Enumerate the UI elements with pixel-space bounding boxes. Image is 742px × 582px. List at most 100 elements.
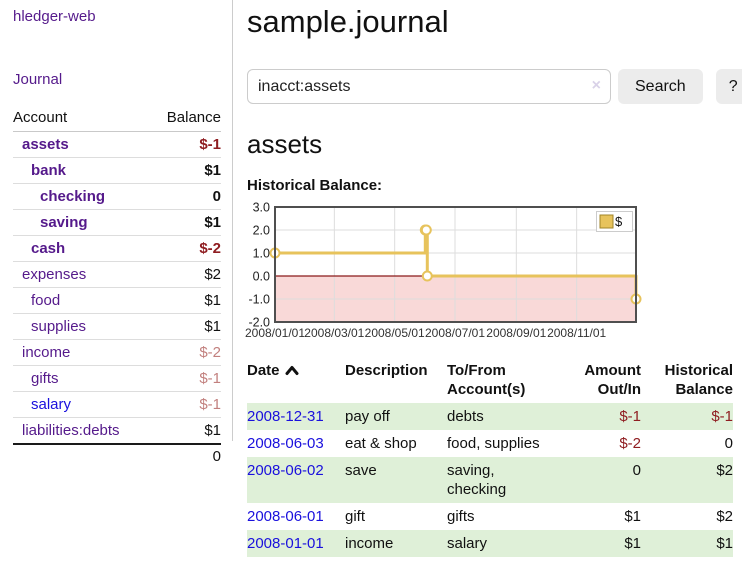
transaction-row: 2008-06-02 save saving, checking 0 $2 [247, 457, 733, 503]
account-row: liabilities:debts $1 [13, 418, 221, 445]
account-cell: assets [13, 131, 151, 158]
transaction-description: gift [345, 508, 366, 525]
transaction-date-cell: 2008-12-31 [247, 403, 345, 430]
transaction-date-link[interactable]: 2008-06-01 [247, 508, 324, 525]
account-link-liabilities-debts[interactable]: liabilities:debts [22, 422, 120, 439]
svg-text:2008/11/01: 2008/11/01 [547, 326, 606, 340]
transaction-date-cell: 2008-06-03 [247, 430, 345, 457]
main-content: sample.journal × Search ? assets Histori… [233, 0, 742, 557]
transaction-accounts: salary [447, 535, 488, 552]
account-row: cash $-2 [13, 235, 221, 262]
transaction-date-link[interactable]: 2008-12-31 [247, 408, 324, 425]
accounts-header-account: Account [13, 108, 151, 132]
account-cell: liabilities:debts [13, 418, 151, 445]
page-title: sample.journal [247, 4, 449, 39]
register-header-balance: Historical Balance [664, 362, 733, 398]
accounts-total-row: 0 [13, 443, 221, 469]
help-button[interactable]: ? [715, 69, 742, 104]
transaction-row: 2008-12-31 pay off debts $-1 $-1 [247, 403, 733, 430]
register-header-amount: Amount Out/In [584, 362, 641, 398]
account-balance: $2 [150, 261, 221, 288]
svg-text:2008/07/01: 2008/07/01 [425, 326, 485, 340]
account-balance: $1 [150, 313, 221, 340]
transaction-balance: $-1 [711, 408, 733, 425]
account-cell: checking [13, 183, 151, 210]
transaction-date-link[interactable]: 2008-06-02 [247, 462, 324, 479]
transaction-date-cell: 2008-01-01 [247, 530, 345, 557]
account-link-cash[interactable]: cash [31, 240, 66, 257]
transaction-description: income [345, 535, 394, 552]
register-table: Date Description To/From Account(s) Amou… [247, 361, 733, 557]
search-input-wrap: × [247, 69, 611, 104]
svg-text:2.0: 2.0 [253, 224, 270, 238]
account-cell: food [13, 287, 151, 314]
account-balance: 0 [150, 183, 221, 210]
accounts-total-value: 0 [150, 443, 221, 469]
account-balance: $1 [150, 209, 221, 236]
search-button[interactable]: Search [618, 69, 703, 104]
transaction-date-cell: 2008-06-01 [247, 503, 345, 530]
account-link-gifts[interactable]: gifts [31, 370, 59, 387]
account-cell: expenses [13, 261, 151, 288]
account-link-checking[interactable]: checking [40, 188, 106, 205]
search-input[interactable] [247, 69, 611, 104]
transaction-accounts: food, supplies [447, 435, 540, 452]
transaction-accounts: saving, checking [447, 462, 507, 498]
svg-text:$: $ [615, 214, 623, 229]
transaction-balance: $1 [716, 535, 733, 552]
account-cell: supplies [13, 313, 151, 340]
account-link-supplies[interactable]: supplies [31, 318, 87, 335]
account-row: income $-2 [13, 339, 221, 366]
account-cell: salary [13, 391, 151, 418]
account-row: gifts $-1 [13, 365, 221, 392]
account-balance: $1 [150, 287, 221, 314]
account-cell: gifts [13, 365, 151, 392]
transaction-amount: $1 [624, 535, 641, 552]
account-balance: $-1 [150, 365, 221, 392]
svg-text:-2.0: -2.0 [248, 316, 270, 330]
transaction-accounts: debts [447, 408, 484, 425]
account-page-title: assets [247, 129, 323, 159]
account-link-assets[interactable]: assets [22, 136, 69, 153]
transaction-amount: $-1 [619, 408, 641, 425]
register-header-description: Description [345, 362, 428, 379]
sidebar-accounts-body: assets $-1 bank $1 checking 0 saving $1 cash $-2 e… [13, 131, 221, 445]
sidebar: hledger-web Journal Account Balance asse… [0, 0, 233, 469]
transaction-date-link[interactable]: 2008-06-03 [247, 435, 324, 452]
account-balance: $-2 [150, 235, 221, 262]
account-row: supplies $1 [13, 313, 221, 340]
account-row: salary $-1 [13, 391, 221, 418]
svg-text:1.0: 1.0 [253, 247, 270, 261]
account-cell: income [13, 339, 151, 366]
transaction-description: eat & shop [345, 435, 417, 452]
account-link-income[interactable]: income [22, 344, 71, 361]
transaction-amount: 0 [632, 462, 641, 479]
sidebar-item-journal[interactable]: Journal [13, 71, 63, 88]
account-balance: $1 [204, 422, 221, 439]
account-link-salary[interactable]: salary [31, 396, 72, 413]
transaction-date-link[interactable]: 2008-01-01 [247, 535, 324, 552]
account-link-saving[interactable]: saving [40, 214, 88, 231]
svg-text:0.0: 0.0 [253, 270, 270, 284]
register-header-date[interactable]: Date [247, 361, 345, 403]
transaction-accounts: gifts [447, 508, 475, 525]
transaction-balance: 0 [724, 435, 733, 452]
account-row: expenses $2 [13, 261, 221, 288]
account-link-bank[interactable]: bank [31, 162, 67, 179]
svg-text:2008/05/01: 2008/05/01 [365, 326, 425, 340]
app-title-link[interactable]: hledger-web [13, 8, 96, 25]
chart-title: Historical Balance: [247, 177, 383, 194]
sidebar-accounts-table: Account Balance assets $-1 bank $1 checking 0… [13, 108, 221, 469]
account-balance: $-1 [150, 131, 221, 158]
account-link-expenses[interactable]: expenses [22, 266, 87, 283]
transaction-date-cell: 2008-06-02 [247, 457, 345, 503]
transaction-row: 2008-06-01 gift gifts $1 $2 [247, 503, 733, 530]
account-link-food[interactable]: food [31, 292, 61, 309]
account-cell: bank [13, 157, 151, 184]
account-balance: $-1 [150, 391, 221, 418]
clear-search-icon[interactable]: × [591, 77, 601, 94]
transaction-balance: $2 [716, 462, 733, 479]
svg-text:3.0: 3.0 [253, 201, 270, 215]
transaction-amount: $1 [624, 508, 641, 525]
svg-text:2008/03/01: 2008/03/01 [304, 326, 364, 340]
